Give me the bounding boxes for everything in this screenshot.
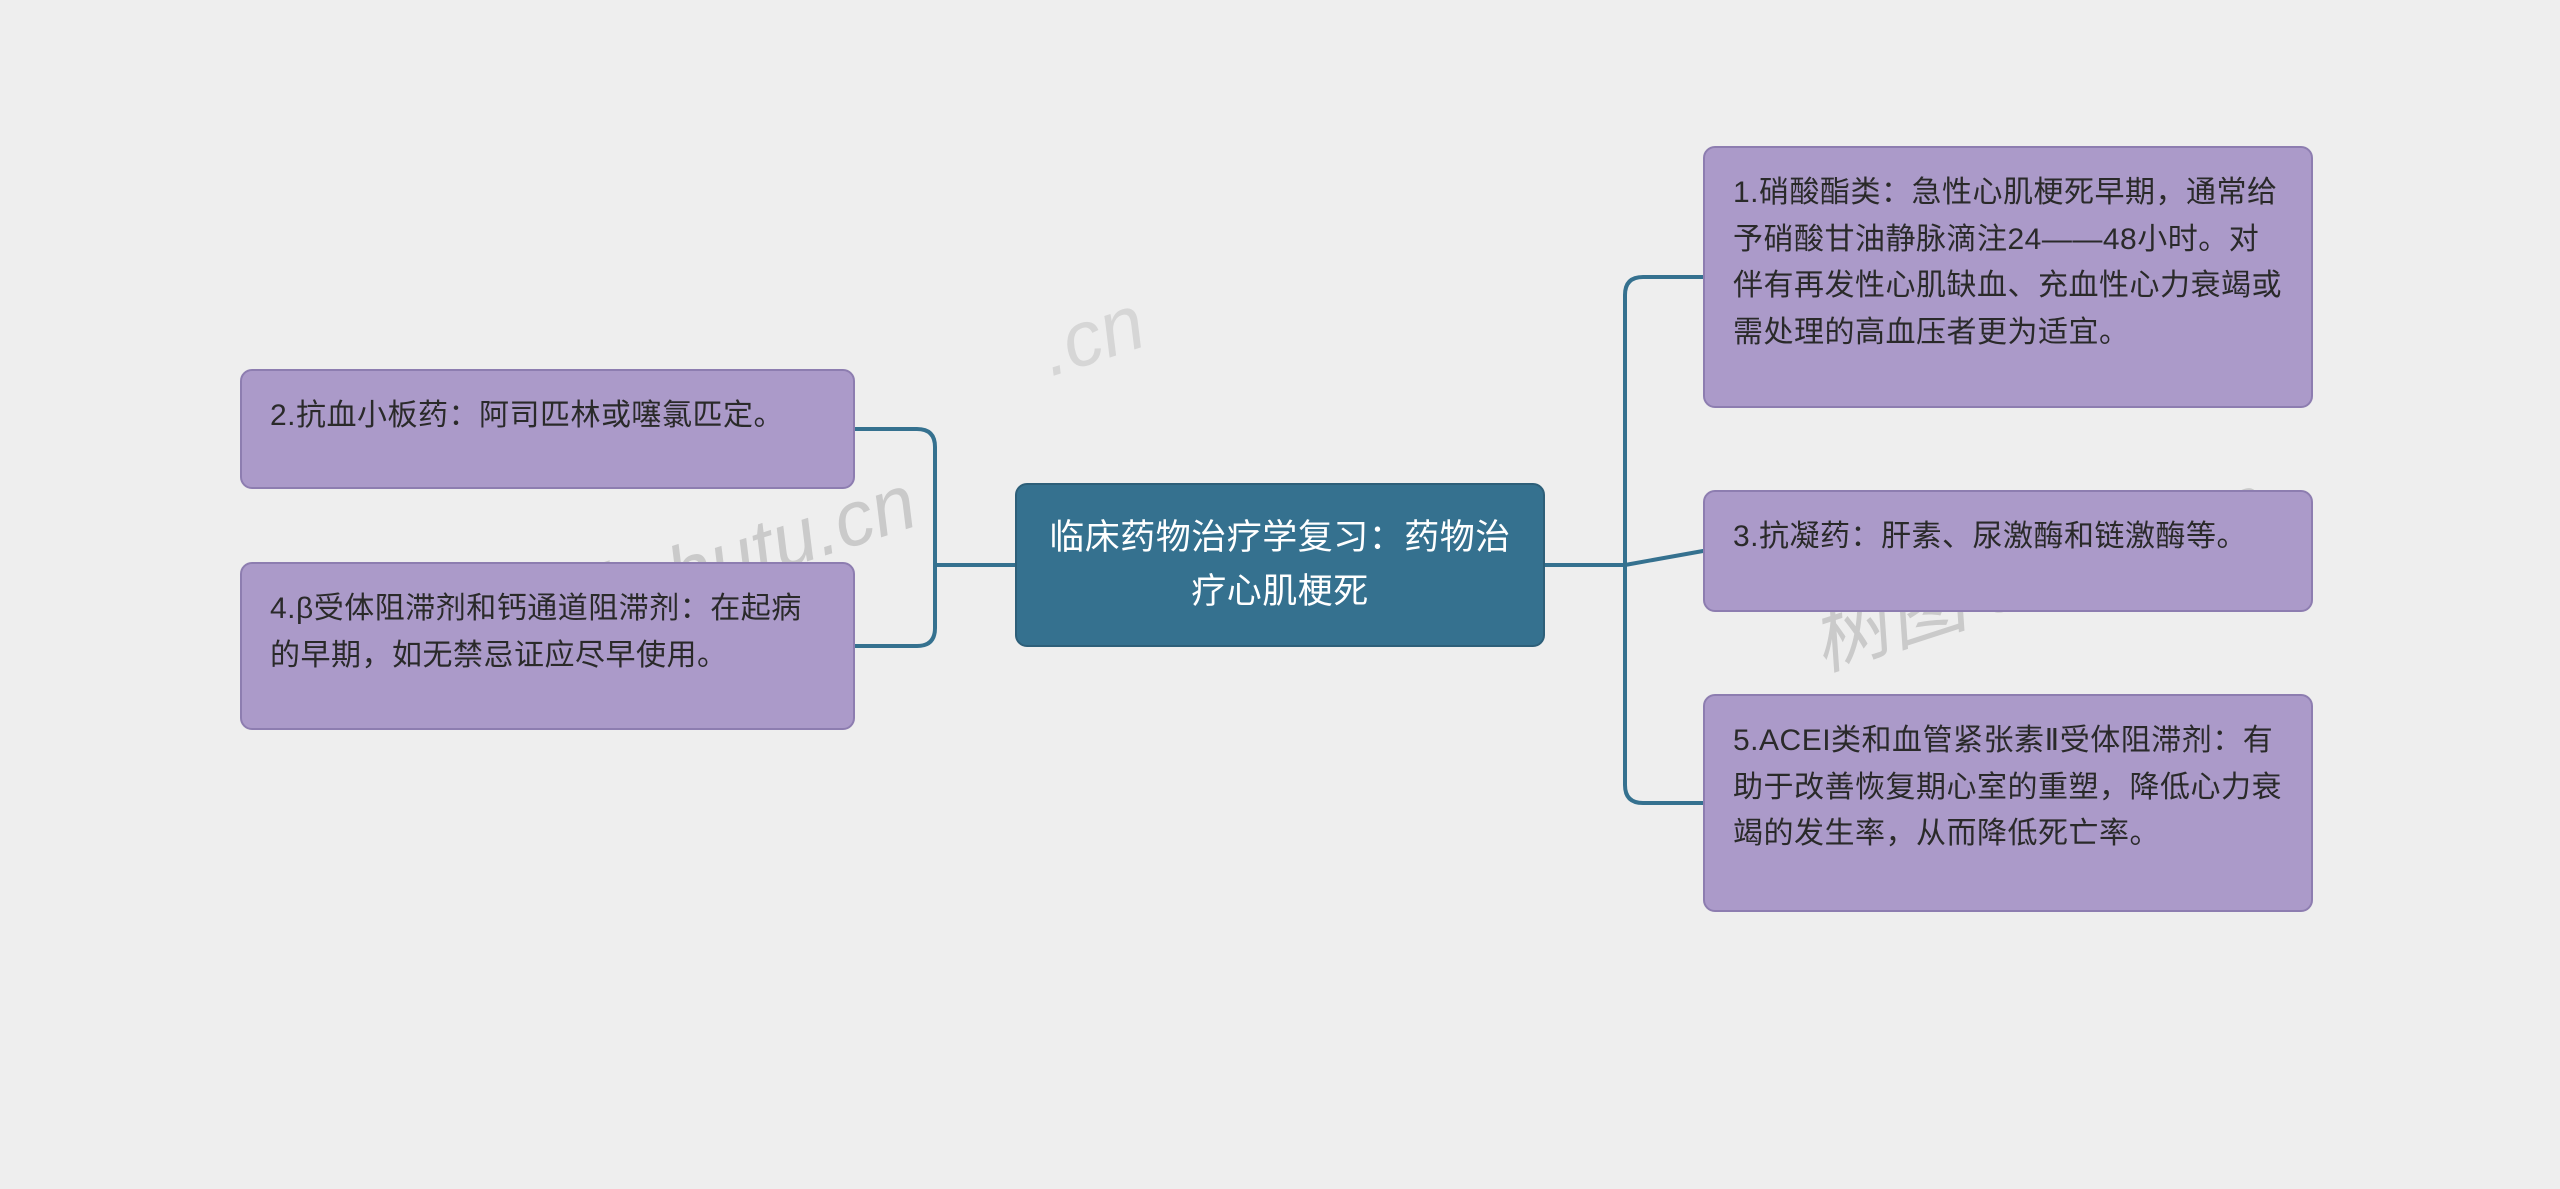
branch-node-4-label: 4.β受体阻滞剂和钙通道阻滞剂：在起病的早期，如无禁忌证应尽早使用。 (270, 592, 802, 672)
watermark-3: .cn (1028, 276, 1155, 395)
branch-node-5[interactable]: 5.ACEI类和血管紧张素Ⅱ受体阻滞剂：有助于改善恢复期心室的重塑，降低心力衰竭… (1703, 694, 2313, 912)
branch-node-1[interactable]: 1.硝酸酯类：急性心肌梗死早期，通常给予硝酸甘油静脉滴注24——48小时。对伴有… (1703, 146, 2313, 408)
mindmap-canvas: 树图 shutu.cn 树图 shutu.cn .cn 临床药物治疗学复习：药物… (0, 0, 2560, 1189)
center-node[interactable]: 临床药物治疗学复习：药物治疗心肌梗死 (1015, 483, 1545, 647)
branch-node-3[interactable]: 3.抗凝药：肝素、尿激酶和链激酶等。 (1703, 490, 2313, 612)
branch-node-3-label: 3.抗凝药：肝素、尿激酶和链激酶等。 (1733, 520, 2247, 553)
branch-node-4[interactable]: 4.β受体阻滞剂和钙通道阻滞剂：在起病的早期，如无禁忌证应尽早使用。 (240, 562, 855, 730)
branch-node-1-label: 1.硝酸酯类：急性心肌梗死早期，通常给予硝酸甘油静脉滴注24——48小时。对伴有… (1733, 176, 2282, 349)
center-node-label: 临床药物治疗学复习：药物治疗心肌梗死 (1045, 511, 1515, 620)
branch-node-2-label: 2.抗血小板药：阿司匹林或噻氯匹定。 (270, 399, 784, 432)
branch-node-5-label: 5.ACEI类和血管紧张素Ⅱ受体阻滞剂：有助于改善恢复期心室的重塑，降低心力衰竭… (1733, 724, 2282, 850)
branch-node-2[interactable]: 2.抗血小板药：阿司匹林或噻氯匹定。 (240, 369, 855, 489)
